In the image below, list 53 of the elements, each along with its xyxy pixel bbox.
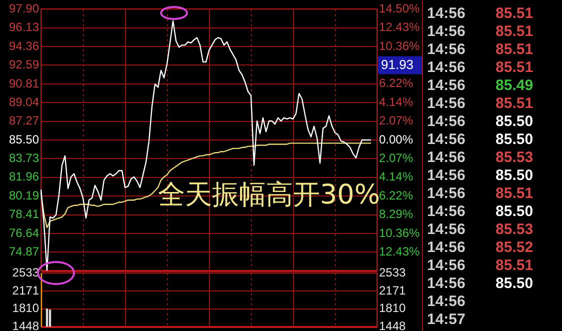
y-tick-label: 80.19 [8,188,40,202]
y-tick-label: 1810 [12,301,40,316]
text: 14:56 85.51 [427,95,534,113]
y-tick-label: 1448 [12,319,40,331]
text: 14:56 85.50 [427,203,534,221]
y-tick-label: 78.41 [8,207,40,222]
y2-tick-label: 10.36% [379,38,420,53]
y2-tick-label: 4.14% [379,94,414,109]
text: 14:56 85.49 [427,77,534,95]
text: 14:56 85.51 [427,257,534,275]
y-tick-label: 74.87 [8,244,40,258]
text: 14:56 85.50 [427,113,534,131]
y2-tick-label: 1810 [379,301,406,316]
y2-tick-label: 2533 [379,266,406,280]
text: 14:56 85.53 [427,149,534,167]
text: 14:56 85.51 [427,41,534,59]
y2-tick-label: 1448 [379,319,406,331]
y2-tick-label: 2.07% [379,114,414,128]
y-tick-label: 76.64 [8,226,40,240]
y2-tick-label: 14.50% [379,2,420,16]
y2-tick-label: 12.43% [379,20,420,34]
y2-tick-label: 2171 [379,283,406,298]
y-tick-label: 94.36 [8,38,40,53]
y2-tick-label: 6.22% [379,76,414,90]
y-tick-label: 83.73 [8,150,40,165]
text: 14:56 [427,293,466,311]
y2-tick-label: 10.36% [379,226,420,240]
y-tick-label: 90.81 [8,76,40,90]
y-tick-label: 92.59 [8,58,40,72]
y-tick-label: 89.04 [8,94,40,109]
y2-tick-label: 4.14% [379,170,414,184]
y2-tick-label: 8.29% [379,207,414,222]
y-tick-label: 96.13 [8,20,40,34]
text: 14:56 85.51 [427,23,534,41]
y-tick-label: 87.27 [8,114,40,128]
y-tick-label: 2171 [12,283,40,298]
y-tick-label: 81.96 [8,170,40,184]
text: 14:57 [427,311,466,329]
text: 14:56 85.50 [427,275,534,293]
y2-tick-label: 0.00% [379,132,414,146]
text: 14:56 85.50 [427,167,534,185]
y2-tick-label: 12.43% [379,244,420,258]
y-tick-label: 97.90 [8,2,40,16]
y2-tick-label: 6.22% [379,188,414,202]
y2-tick-label: 2.07% [379,150,414,165]
text: 14:56 85.51 [427,185,534,203]
text: 14:56 85.53 [427,221,534,239]
text: 91.93 [381,56,414,72]
text: 14:56 85.51 [427,5,534,23]
y-tick-label: 85.50 [8,132,40,146]
text: 14:56 85.52 [427,239,534,257]
text: 14:56 85.50 [427,131,534,149]
text: 14:56 85.51 [427,59,534,77]
